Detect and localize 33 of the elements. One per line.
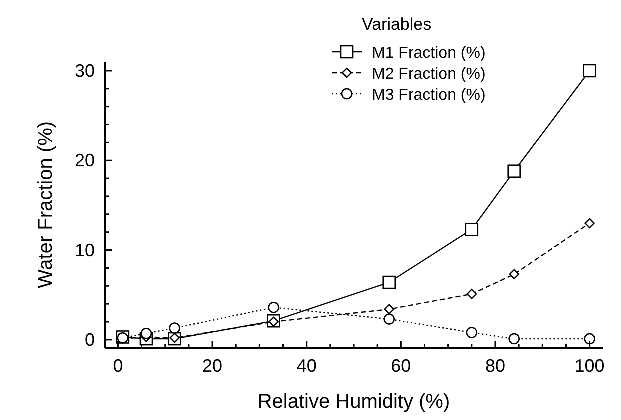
- x-tick-label: 40: [296, 356, 317, 376]
- point: [584, 333, 596, 345]
- x-axis-title: Relative Humidity (%): [258, 391, 450, 413]
- point: [384, 304, 395, 315]
- point: [508, 164, 521, 178]
- x-tick-label: 20: [202, 356, 223, 376]
- x-tick-label: 60: [391, 356, 412, 376]
- y-tick-label: 30: [74, 60, 95, 81]
- point: [169, 322, 180, 334]
- point: [509, 269, 520, 280]
- point: [466, 327, 478, 338]
- y-tick-label: 0: [84, 330, 95, 350]
- point: [384, 314, 396, 325]
- x-tick-label: 80: [485, 356, 506, 376]
- x-tick-label: 0: [113, 356, 124, 376]
- point: [268, 316, 279, 328]
- point: [584, 218, 595, 229]
- point: [268, 302, 280, 314]
- point: [382, 276, 396, 290]
- point: [508, 333, 520, 345]
- point: [465, 223, 479, 236]
- legend-label: M2 Fraction (%): [372, 66, 486, 83]
- y-tick-label: 10: [74, 240, 95, 260]
- legend-title: Variables: [362, 15, 432, 34]
- x-tick-label: 100: [574, 356, 605, 376]
- point: [466, 289, 478, 300]
- legend-label: M1 Fraction (%): [372, 45, 486, 62]
- legend-label: M3 Fraction (%): [372, 87, 486, 104]
- point: [583, 64, 596, 78]
- y-axis-title: Water Fraction (%): [35, 121, 57, 289]
- point: [140, 328, 152, 340]
- y-tick-label: 20: [74, 150, 95, 171]
- point: [170, 332, 180, 344]
